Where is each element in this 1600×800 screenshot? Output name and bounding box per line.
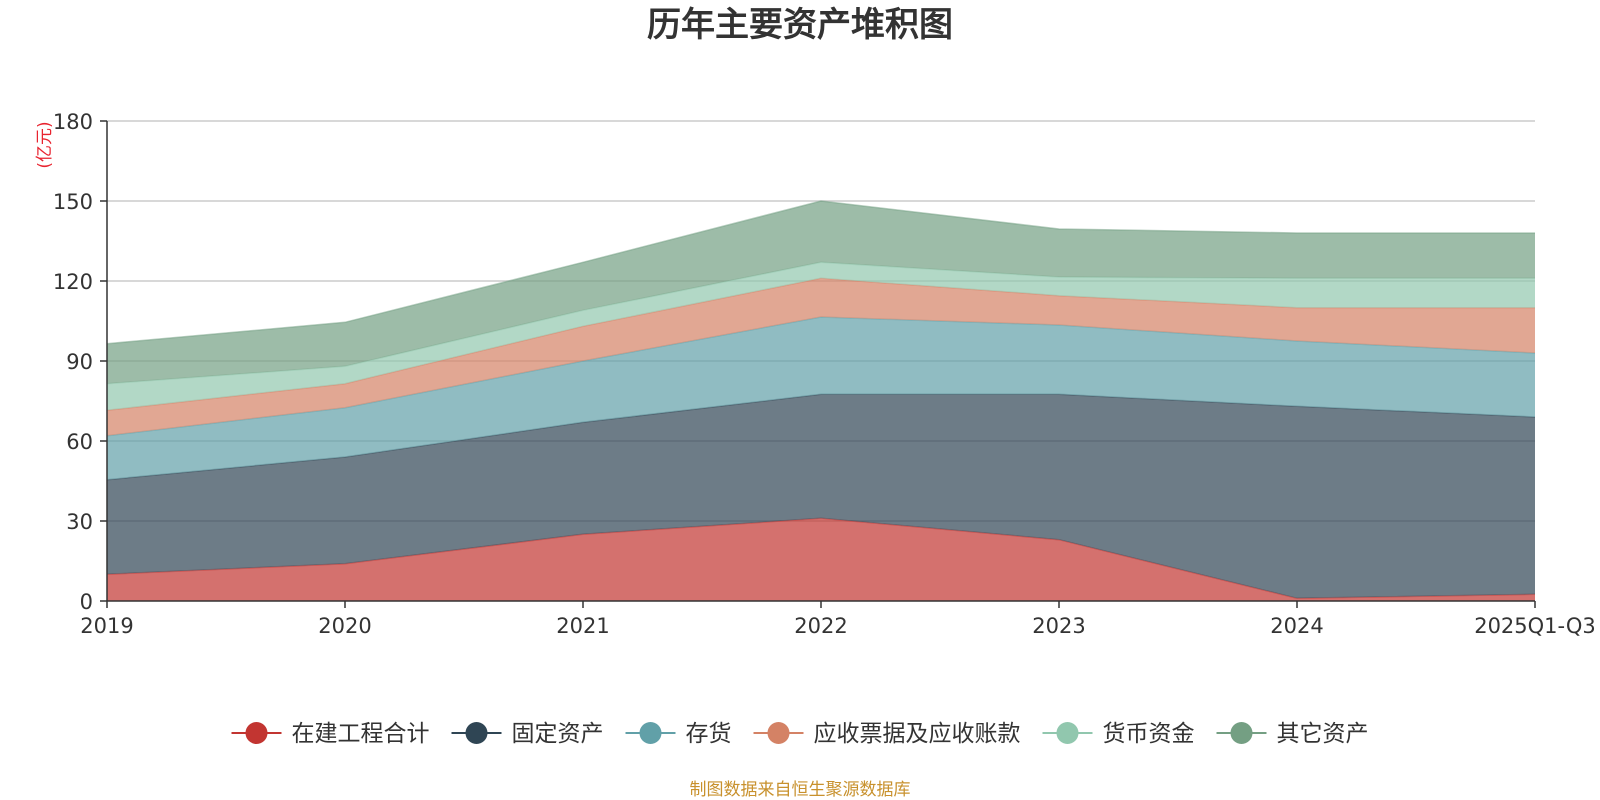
area-4[interactable] [107,262,1535,411]
y-tick-label-6: 180 [53,110,93,134]
x-tick-label-3: 2022 [794,614,847,638]
y-tick-label-0: 0 [80,590,93,614]
legend-item-1[interactable]: 固定资产 [451,721,604,747]
legend-label-5: 其它资产 [1277,721,1369,747]
legend-marker-0 [245,722,268,744]
area-2[interactable] [107,317,1535,480]
area-series [106,200,1536,601]
y-tick-label-1: 30 [66,510,93,534]
y-tick-label-4: 120 [53,270,93,294]
y-axis-unit: (亿元) [35,121,55,168]
legend-label-2: 存货 [686,721,732,747]
legend-item-4[interactable]: 货币资金 [1042,721,1195,747]
y-tick-label-2: 60 [66,430,93,454]
x-tick-label-4: 2023 [1032,614,1085,638]
y-tick-label-5: 150 [53,190,93,214]
legend-item-3[interactable]: 应收票据及应收账款 [753,721,1021,747]
legend-marker-3 [767,722,790,744]
x-tick-label-5: 2024 [1270,614,1323,638]
x-tick-label-0: 2019 [80,614,133,638]
legend-label-0: 在建工程合计 [292,721,430,747]
legend-marker-4 [1056,722,1079,744]
legend-label-3: 应收票据及应收账款 [814,721,1021,747]
y-tick-label-3: 90 [66,350,93,374]
x-tick-label-6: 2025Q1-Q3 [1474,614,1596,638]
area-0[interactable] [107,518,1535,601]
area-3[interactable] [107,278,1535,436]
area-5[interactable] [107,201,1535,384]
data-source-note: 制图数据来自恒生聚源数据库 [690,780,911,800]
chart-title: 历年主要资产堆积图 [647,5,953,45]
legend-item-2[interactable]: 存货 [625,721,732,747]
area-1[interactable] [107,394,1535,599]
legend-item-5[interactable]: 其它资产 [1216,721,1369,747]
legend-label-1: 固定资产 [512,721,604,747]
legend-marker-1 [465,722,488,744]
legend-marker-2 [639,722,662,744]
axes: 0 30 60 90 120 150 180 2019 2020 2021 2022 2023 2024… [53,110,1596,638]
x-tick-label-1: 2020 [318,614,371,638]
legend-marker-5 [1230,722,1253,744]
area-edge-5 [106,200,1535,345]
legend-label-4: 货币资金 [1103,721,1195,747]
x-tick-label-2: 2021 [556,614,609,638]
legend-item-0[interactable]: 在建工程合计 [231,721,430,747]
legend[interactable]: 在建工程合计 固定资产 存货 应收票据及应收账款 货币资金 其它资产 [231,721,1369,747]
